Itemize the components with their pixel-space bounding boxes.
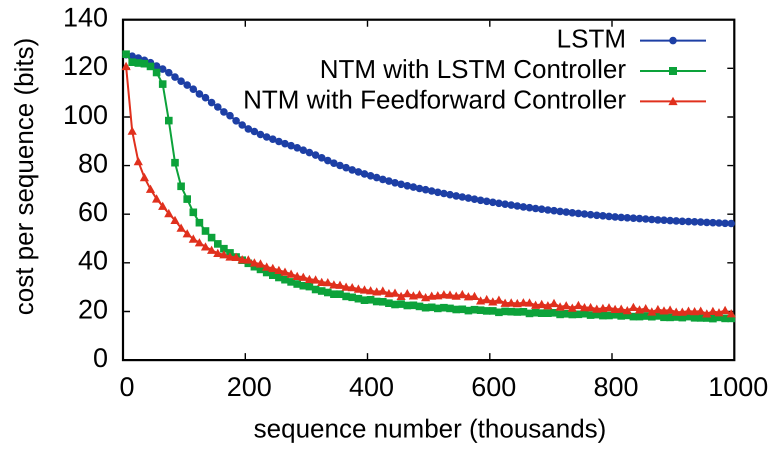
svg-text:200: 200 [227, 372, 272, 402]
svg-text:60: 60 [78, 197, 108, 227]
svg-text:800: 800 [593, 372, 638, 402]
svg-text:40: 40 [78, 246, 108, 276]
svg-text:20: 20 [78, 294, 108, 324]
svg-text:80: 80 [78, 149, 108, 179]
svg-text:cost per sequence (bits): cost per sequence (bits) [9, 38, 39, 315]
svg-text:600: 600 [471, 372, 516, 402]
svg-text:100: 100 [63, 100, 108, 130]
svg-text:120: 120 [63, 51, 108, 81]
svg-text:NTM with LSTM Controller: NTM with LSTM Controller [320, 54, 627, 84]
svg-text:NTM with Feedforward Controlle: NTM with Feedforward Controller [243, 84, 626, 114]
svg-text:1000: 1000 [708, 372, 768, 402]
svg-text:sequence number (thousands): sequence number (thousands) [254, 414, 607, 444]
svg-text:140: 140 [63, 3, 108, 33]
svg-text:400: 400 [349, 372, 394, 402]
svg-text:LSTM: LSTM [557, 24, 626, 54]
svg-text:0: 0 [93, 343, 108, 373]
svg-text:0: 0 [119, 372, 134, 402]
